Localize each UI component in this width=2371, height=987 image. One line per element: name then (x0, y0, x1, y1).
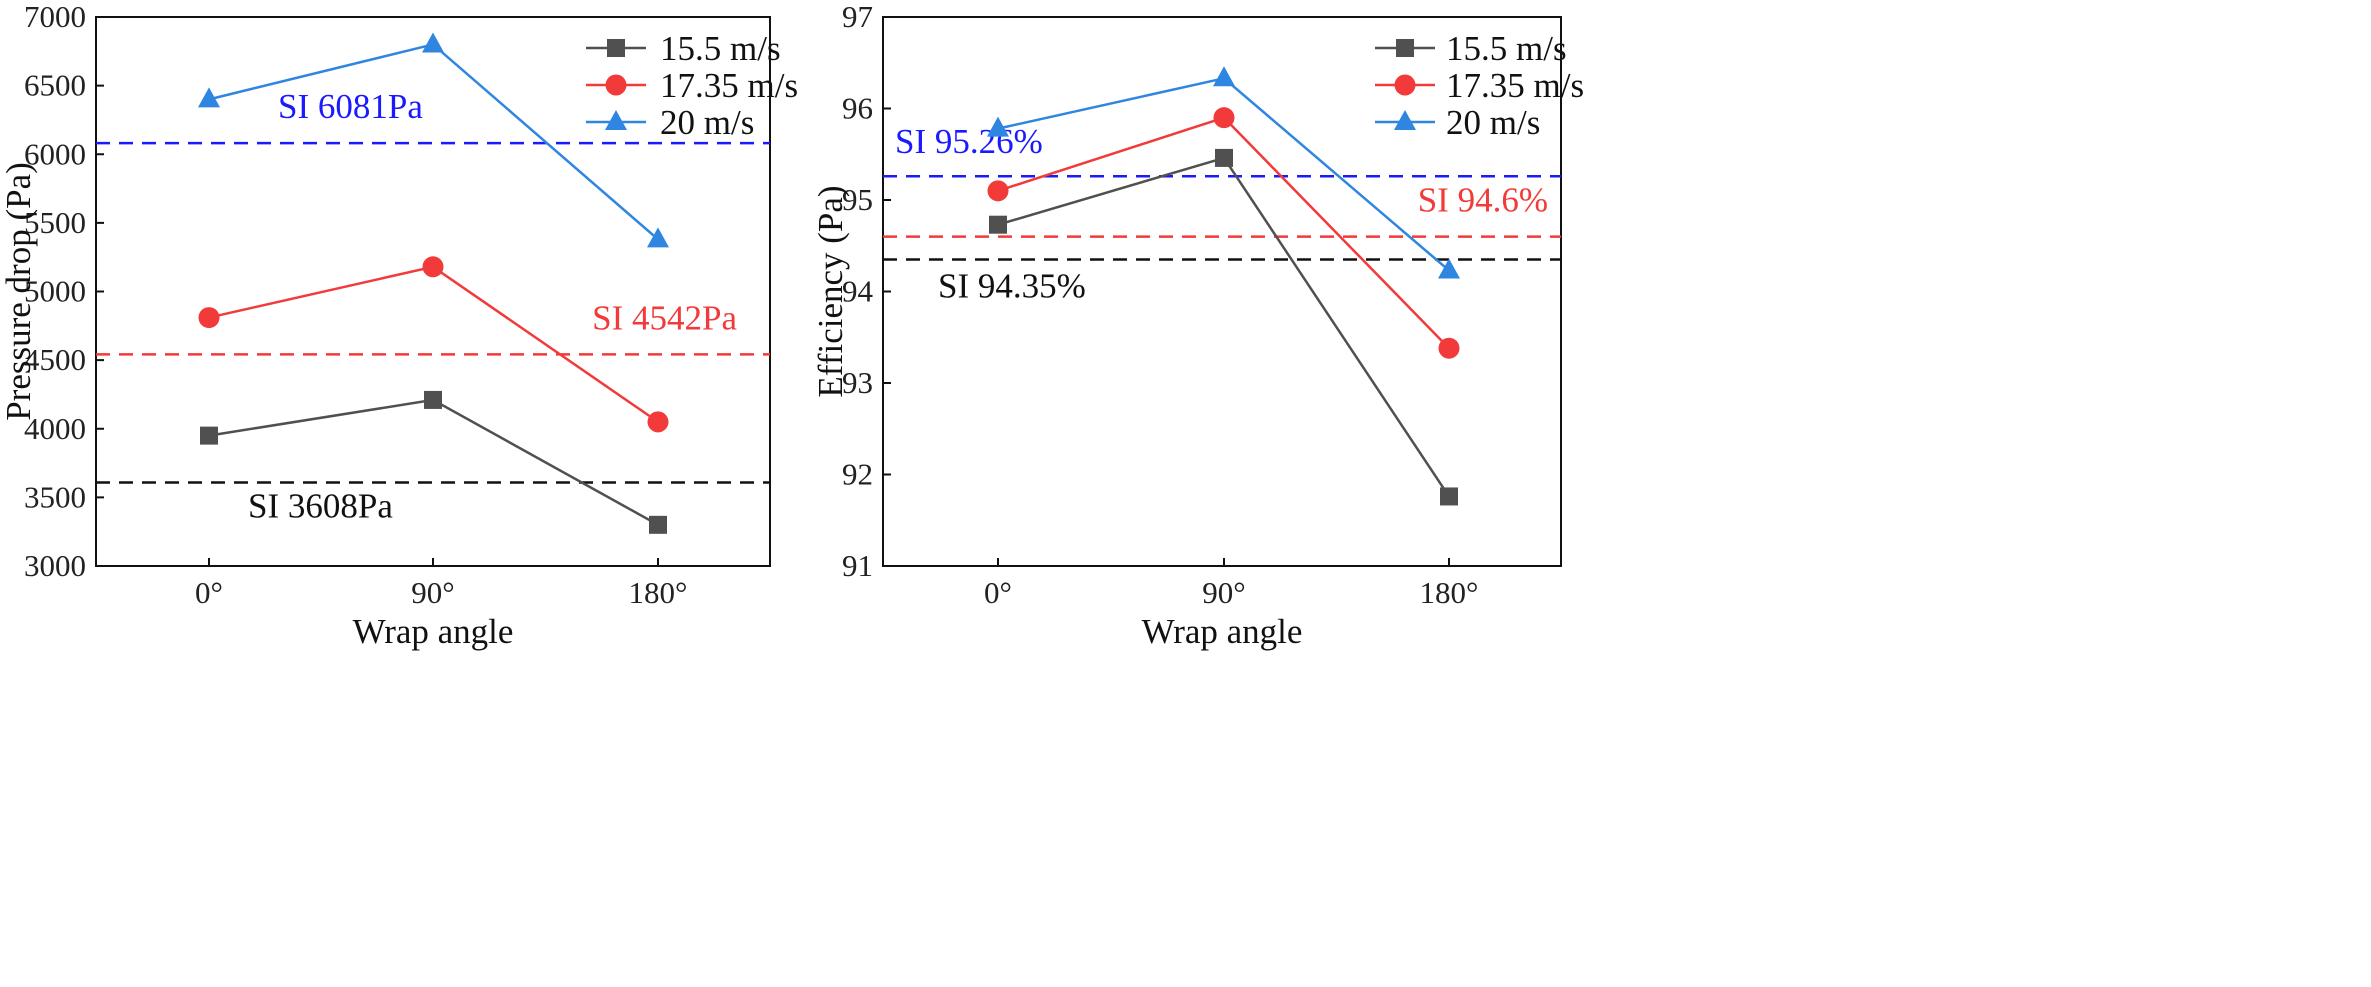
x-tick-label: 0° (984, 575, 1012, 610)
x-tick-label: 0° (195, 575, 223, 610)
legend-marker (1396, 39, 1414, 57)
y-tick-label: 6000 (24, 136, 86, 171)
data-point (647, 411, 669, 433)
data-point (422, 256, 444, 278)
x-tick-label: 180° (1420, 575, 1479, 610)
data-point (1440, 487, 1458, 506)
y-tick-label: 7000 (24, 0, 86, 34)
panel-2: 91 92 93 94 95 96 97 0° 90° 180° Wrap angle Efficie… (811, 0, 1584, 651)
data-point (987, 116, 1009, 137)
data-point (989, 215, 1007, 234)
panel-1: 3000 3500 4000 4500 5000 5500 6000 6500 7000 0° 90… (0, 0, 798, 651)
legend: 15.5 m/s17.35 m/s20 m/s (586, 29, 798, 142)
legend-marker (605, 110, 627, 130)
data-point (1213, 66, 1235, 87)
x-tick-label: 90° (1202, 575, 1245, 610)
data-point (649, 515, 667, 534)
data-point (198, 307, 220, 329)
data-point (424, 390, 442, 409)
legend: 15.5 m/s17.35 m/s20 m/s (1375, 29, 1584, 142)
x-axis-title: Wrap angle (1142, 612, 1303, 651)
x-axis-title: Wrap angle (353, 612, 514, 651)
y-tick-label: 96 (842, 91, 873, 126)
reference-line-label: SI 95.26% (895, 122, 1043, 161)
reference-line-label: SI 94.6% (1418, 181, 1548, 220)
y-tick-label: 4000 (24, 411, 86, 446)
legend-label: 20 m/s (660, 103, 754, 142)
legend-label: 17.35 m/s (660, 66, 798, 105)
legend-marker (1394, 74, 1416, 96)
x-tick-label: 90° (411, 575, 454, 610)
reference-line-label: SI 6081Pa (278, 87, 423, 126)
y-tick-label: 94 (842, 274, 874, 309)
y-tick-label: 4500 (24, 342, 86, 377)
reference-line-label: SI 3608Pa (248, 487, 393, 526)
legend-marker (607, 39, 625, 57)
legend-marker (1394, 110, 1416, 130)
legend-marker (605, 74, 627, 96)
y-tick-label: 93 (842, 365, 873, 400)
y-tick-label: 97 (842, 0, 873, 34)
legend-label: 17.35 m/s (1446, 66, 1584, 105)
reference-line-label: SI 94.35% (938, 266, 1086, 305)
data-point (1213, 107, 1235, 129)
y-axis-title: Efficiency (Pa) (811, 185, 850, 397)
y-tick-label: 5500 (24, 205, 86, 240)
series-line (997, 156, 1451, 498)
y-tick-label: 3000 (24, 548, 86, 583)
data-point (1438, 258, 1460, 279)
legend-label: 20 m/s (1446, 103, 1540, 142)
legend-label: 15.5 m/s (660, 29, 781, 68)
y-tick-label: 3500 (24, 479, 86, 514)
data-point (1215, 148, 1233, 167)
data-point (647, 227, 669, 248)
y-tick-label: 5000 (24, 274, 86, 309)
data-point (987, 180, 1009, 202)
x-tick-label: 180° (629, 575, 688, 610)
y-tick-label: 91 (842, 548, 873, 583)
y-tick-label: 6500 (24, 68, 86, 103)
data-point (422, 32, 444, 53)
legend-label: 15.5 m/s (1446, 29, 1567, 68)
y-tick-label: 95 (842, 182, 873, 217)
reference-line-label: SI 4542Pa (592, 298, 737, 337)
y-axis-title: Pressure drop (Pa) (0, 162, 38, 421)
y-tick-label: 92 (842, 457, 873, 492)
data-point (1438, 337, 1460, 359)
series-line (997, 76, 1450, 272)
data-point (200, 426, 218, 445)
data-point (198, 87, 220, 108)
